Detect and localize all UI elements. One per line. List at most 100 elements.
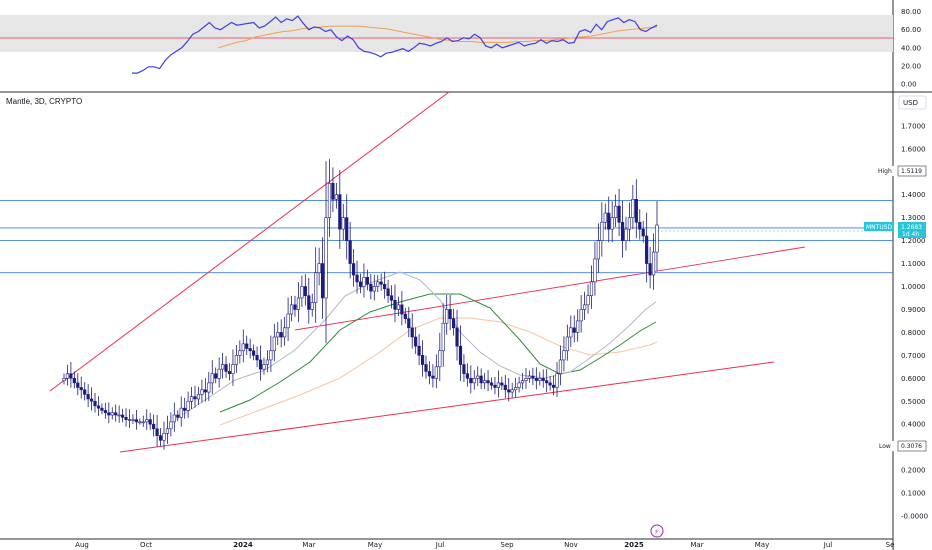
candlestick-series[interactable] [62, 159, 659, 450]
candle-body[interactable] [396, 304, 401, 310]
price-panel[interactable]: Mantle, 3D, CRYPTO USD 1.70001.60001.500… [0, 91, 928, 549]
candle-body[interactable] [607, 212, 611, 230]
candle-body[interactable] [200, 389, 204, 395]
candle-body[interactable] [579, 309, 583, 322]
candle-body[interactable] [265, 359, 270, 365]
candle-body[interactable] [514, 387, 518, 391]
candle-body[interactable] [131, 419, 135, 421]
candle-body[interactable] [424, 364, 428, 372]
candle-body[interactable] [327, 182, 332, 218]
candle-body[interactable] [224, 364, 228, 372]
candle-body[interactable] [100, 407, 104, 411]
candle-body[interactable] [165, 428, 170, 434]
rsi-panel[interactable]: 80.00 60.00 40.00 20.00 0.00 [0, 8, 921, 89]
current-price-tag[interactable]: MNTUSD 1.2683 1d 4h [864, 222, 926, 238]
candle-body[interactable] [486, 380, 490, 384]
upper-channel-trendline[interactable] [49, 91, 450, 392]
candle-body[interactable] [283, 327, 287, 338]
candle-body[interactable] [320, 263, 325, 299]
candle-body[interactable] [593, 258, 597, 283]
candle-body[interactable] [562, 350, 566, 361]
candle-body[interactable] [76, 382, 80, 388]
candle-body[interactable] [72, 377, 76, 384]
candle-body[interactable] [600, 221, 604, 241]
candle-body[interactable] [262, 364, 266, 370]
candle-body[interactable] [507, 389, 511, 393]
candle-body[interactable] [279, 332, 283, 338]
candle-body[interactable] [596, 240, 600, 260]
candle-body[interactable] [217, 368, 221, 379]
candle-body[interactable] [310, 302, 314, 310]
candle-body[interactable] [148, 419, 152, 425]
candle-body[interactable] [376, 281, 380, 287]
candle-body[interactable] [338, 194, 342, 230]
candle-body[interactable] [138, 421, 142, 424]
candle-body[interactable] [89, 398, 94, 402]
candle-body[interactable] [245, 343, 249, 349]
candle-body[interactable] [638, 221, 642, 230]
candle-body[interactable] [431, 375, 435, 379]
candle-body[interactable] [469, 377, 473, 384]
candle-body[interactable] [603, 212, 607, 223]
candle-body[interactable] [183, 407, 187, 411]
candle-body[interactable] [341, 217, 345, 230]
candle-body[interactable] [207, 382, 211, 393]
event-marker[interactable]: ⚡ [650, 524, 664, 538]
candle-body[interactable] [83, 389, 87, 395]
candle-body[interactable] [186, 400, 190, 411]
candle-body[interactable] [227, 371, 232, 375]
candle-body[interactable] [303, 286, 307, 296]
candle-body[interactable] [169, 421, 173, 430]
candle-body[interactable] [210, 373, 214, 384]
candle-body[interactable] [352, 263, 356, 276]
candle-body[interactable] [438, 350, 442, 368]
candle-body[interactable] [238, 350, 242, 356]
candle-body[interactable] [610, 217, 614, 230]
candle-body[interactable] [300, 286, 304, 299]
candle-body[interactable] [296, 297, 301, 310]
candle-body[interactable] [420, 355, 425, 365]
candle-body[interactable] [331, 182, 335, 200]
candle-body[interactable] [641, 228, 645, 237]
candle-body[interactable] [176, 414, 180, 418]
high-tag[interactable]: High 1.5119 [876, 165, 927, 177]
candle-body[interactable] [548, 382, 552, 386]
candle-body[interactable] [145, 419, 149, 423]
candle-body[interactable] [645, 235, 649, 264]
candle-body[interactable] [269, 350, 273, 361]
candle-body[interactable] [493, 384, 497, 388]
candle-body[interactable] [427, 371, 432, 377]
candle-body[interactable] [531, 375, 535, 379]
candle-body[interactable] [483, 380, 487, 384]
candle-body[interactable] [69, 373, 73, 379]
candle-body[interactable] [383, 283, 387, 290]
candle-body[interactable] [582, 304, 587, 310]
candle-body[interactable] [234, 355, 238, 365]
candle-body[interactable] [365, 277, 369, 285]
candle-body[interactable] [114, 412, 118, 416]
candle-body[interactable] [441, 322, 445, 352]
candle-body[interactable] [127, 419, 132, 421]
candle-body[interactable] [524, 377, 528, 381]
candle-body[interactable] [103, 410, 107, 414]
low-tag[interactable]: Low 0.3076 [876, 440, 927, 452]
candle-body[interactable] [121, 414, 125, 418]
candle-body[interactable] [314, 272, 318, 303]
candle-body[interactable] [62, 377, 66, 381]
candle-body[interactable] [538, 377, 542, 381]
candle-body[interactable] [110, 412, 114, 416]
candle-body[interactable] [117, 414, 121, 417]
candle-body[interactable] [476, 375, 480, 379]
horizontal-levels[interactable] [0, 199, 893, 274]
candle-body[interactable] [334, 194, 338, 200]
candle-body[interactable] [496, 382, 501, 388]
currency-box[interactable] [898, 95, 927, 110]
candle-body[interactable] [407, 318, 411, 329]
candle-body[interactable] [534, 377, 538, 381]
candle-body[interactable] [358, 281, 363, 287]
candle-body[interactable] [465, 373, 469, 379]
middle-trendline[interactable] [294, 246, 806, 331]
candle-body[interactable] [107, 412, 111, 416]
candle-body[interactable] [455, 327, 459, 347]
